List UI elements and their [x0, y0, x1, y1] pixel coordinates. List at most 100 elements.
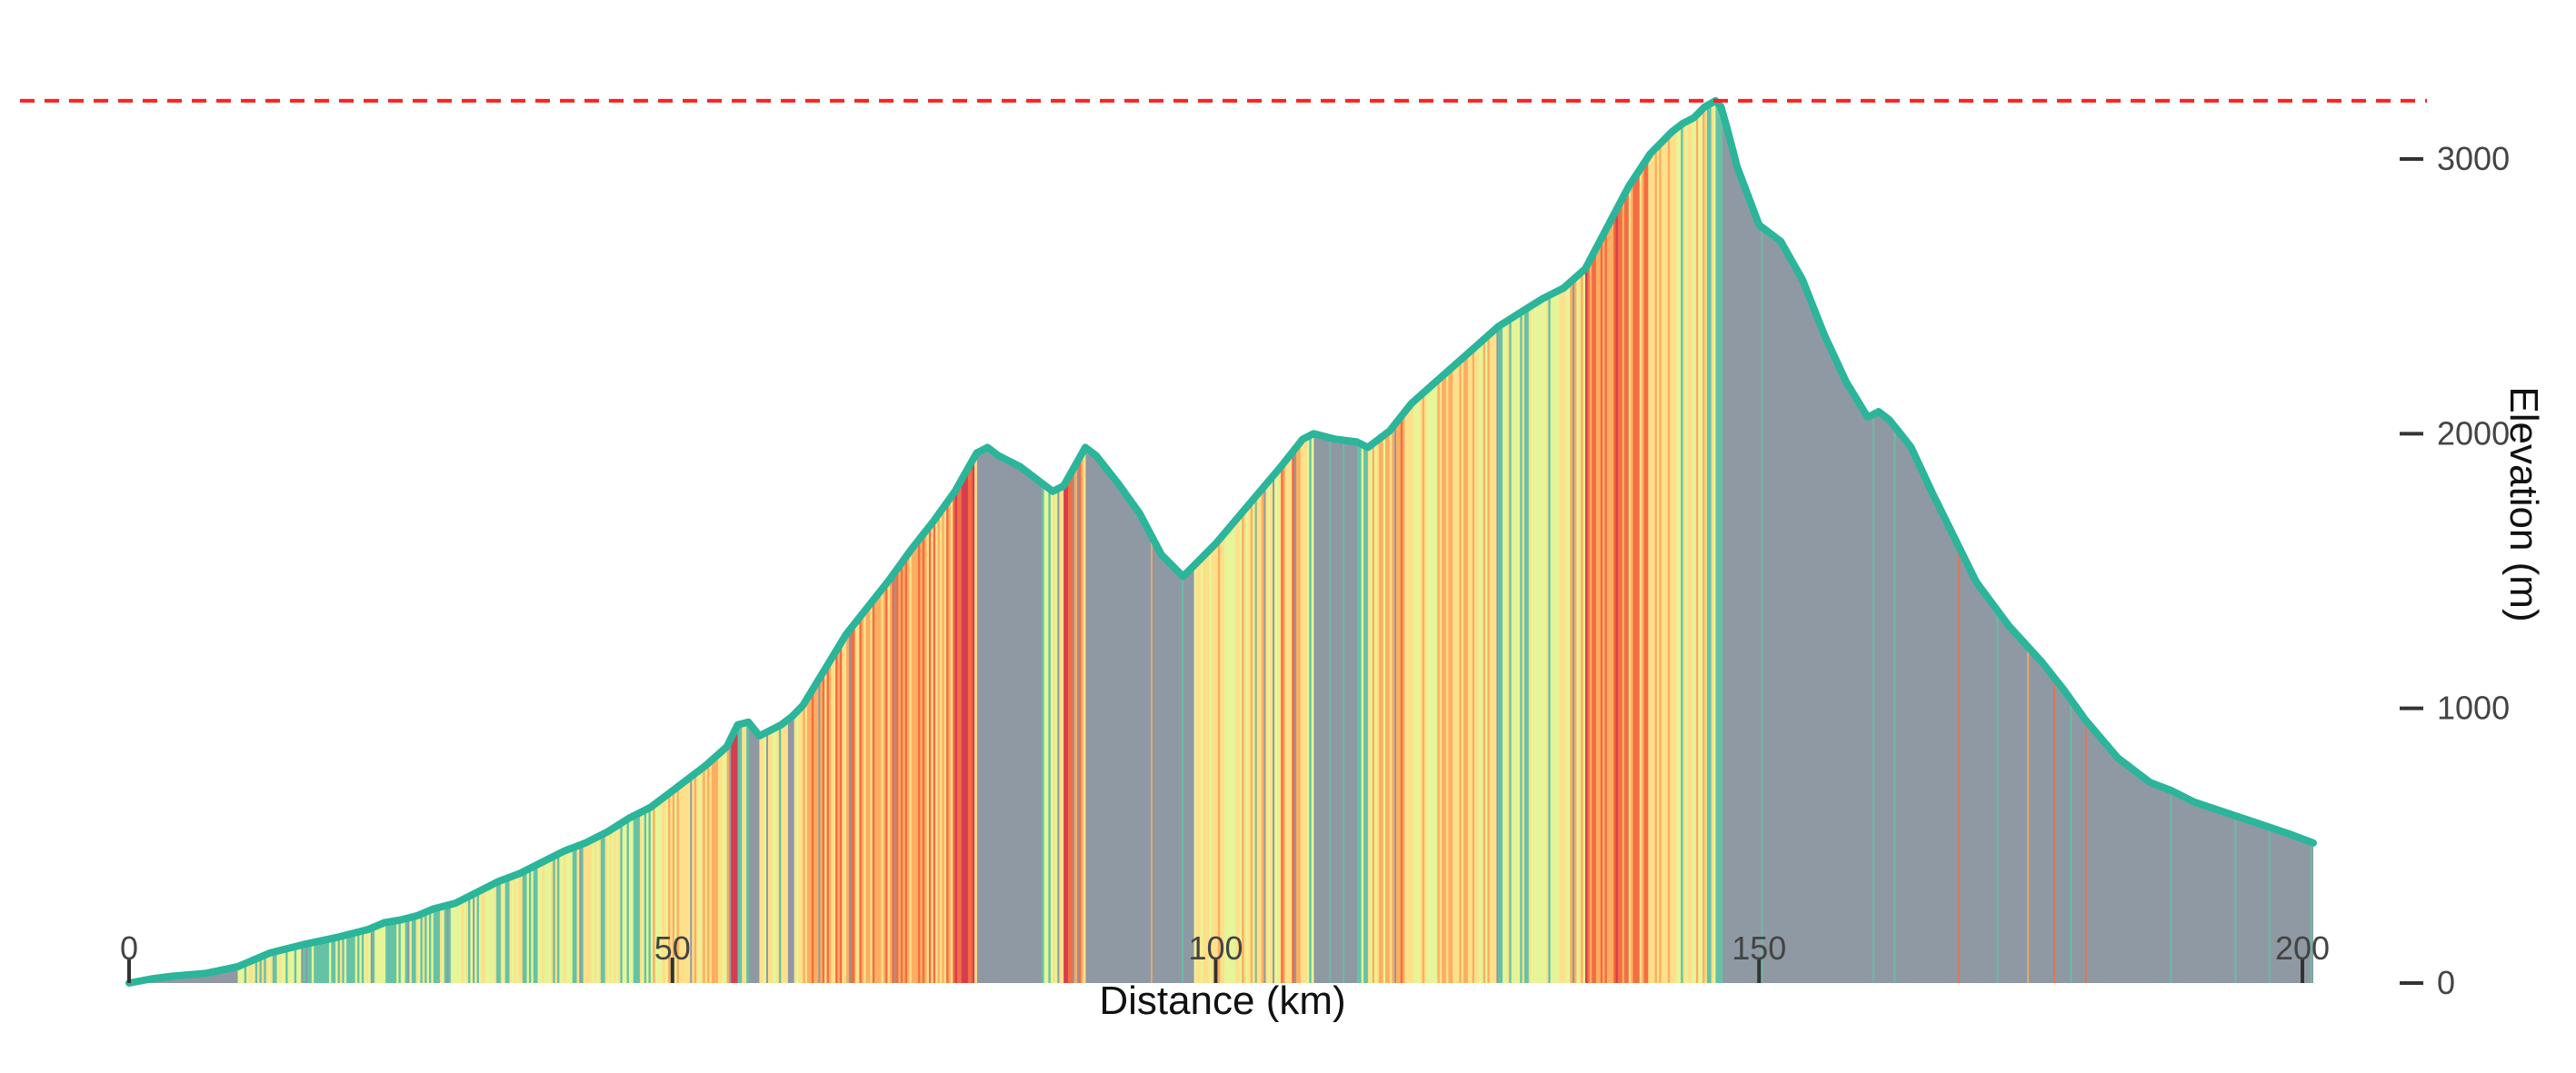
gradient-stripe	[372, 100, 375, 983]
gradient-stripe	[1434, 100, 1438, 983]
gradient-stripe	[1632, 100, 1636, 983]
gradient-stripe	[496, 100, 499, 983]
gradient-stripe	[270, 100, 274, 983]
gradient-stripe	[294, 100, 297, 983]
gradient-stripe	[459, 100, 463, 983]
gradient-stripe	[939, 100, 943, 983]
gradient-stripe	[1074, 100, 1077, 983]
gradient-stripe	[400, 100, 404, 983]
gradient-stripe	[535, 100, 538, 983]
gradient-stripe	[961, 100, 964, 983]
gradient-stripe	[528, 100, 532, 983]
gradient-stripe	[1248, 100, 1252, 983]
gradient-stripe	[833, 100, 836, 983]
gradient-stripe	[1663, 100, 1666, 983]
gradient-stripe	[1329, 100, 1332, 983]
gradient-stripe	[531, 100, 534, 983]
gradient-stripe	[289, 100, 293, 983]
gradient-stripe	[1554, 100, 1558, 983]
gradient-stripe	[515, 100, 519, 983]
gradient-stripe	[307, 100, 310, 983]
gradient-stripe	[257, 100, 260, 983]
y-tick-label: 0	[2437, 964, 2455, 1001]
gradient-stripe	[404, 100, 408, 983]
x-tick-label: 50	[654, 929, 691, 967]
gradient-stripe	[1224, 100, 1227, 983]
gradient-stripe	[1445, 100, 1449, 983]
gradient-stripe	[1548, 100, 1552, 983]
gradient-stripe	[403, 100, 406, 983]
gradient-stripe	[628, 100, 632, 983]
gradient-stripe	[800, 100, 804, 983]
gradient-stripe	[1054, 100, 1058, 983]
gradient-stripe	[733, 100, 736, 983]
gradient-stripe	[815, 100, 819, 983]
gradient-stripe	[517, 100, 521, 983]
gradient-stripe	[867, 100, 871, 983]
x-tick-label: 100	[1188, 929, 1243, 967]
gradient-stripe	[481, 100, 484, 983]
gradient-stripe	[1637, 100, 1641, 983]
gradient-stripe	[1376, 100, 1380, 983]
gradient-stripe	[617, 100, 621, 983]
gradient-stripe	[1533, 100, 1536, 983]
gradient-stripe	[1539, 100, 1543, 983]
gradient-stripe	[337, 100, 341, 983]
gradient-stripe	[1617, 100, 1621, 983]
gradient-stripe	[1574, 100, 1577, 983]
gradient-stripe	[1465, 100, 1469, 983]
gradient-stripe	[398, 100, 402, 983]
gradient-stripe	[1309, 100, 1313, 983]
gradient-stripe	[896, 100, 899, 983]
gradient-stripe	[831, 100, 834, 983]
gradient-stripe	[1472, 100, 1475, 983]
gradient-stripe	[287, 100, 291, 983]
gradient-stripe	[1702, 100, 1705, 983]
gradient-stripe	[320, 100, 324, 983]
gradient-stripe	[1559, 100, 1563, 983]
gradient-stripe	[1409, 100, 1413, 983]
gradient-stripe	[737, 100, 741, 983]
gradient-stripe	[485, 100, 488, 983]
gradient-stripe	[376, 100, 380, 983]
gradient-stripe	[637, 100, 641, 983]
gradient-stripe	[1609, 100, 1612, 983]
gradient-stripe	[437, 100, 441, 983]
gradient-stripe	[715, 100, 719, 983]
gradient-stripe	[1395, 100, 1399, 983]
gradient-stripe	[1443, 100, 1447, 983]
gradient-stripe	[1433, 100, 1436, 983]
gradient-stripe	[453, 100, 456, 983]
gradient-stripe	[635, 100, 638, 983]
gradient-stripe	[365, 100, 369, 983]
gradient-stripe	[1584, 100, 1588, 983]
gradient-stripe	[778, 100, 782, 983]
gradient-stripe	[964, 100, 966, 983]
gradient-stripe	[828, 100, 832, 983]
gradient-stripe	[1526, 100, 1530, 983]
gradient-stripe	[1250, 100, 1253, 983]
gradient-stripe	[1261, 100, 1264, 983]
gradient-stripe	[322, 100, 325, 983]
gradient-stripe	[1256, 100, 1260, 983]
gradient-stripe	[1665, 100, 1669, 983]
gradient-stripe	[714, 100, 716, 983]
gradient-stripe	[1448, 100, 1452, 983]
gradient-stripe	[311, 100, 315, 983]
gradient-stripe	[2310, 100, 2312, 983]
gradient-stripe	[353, 100, 356, 983]
gradient-stripe	[1059, 100, 1063, 983]
gradient-stripe	[722, 100, 725, 983]
gradient-stripe	[1237, 100, 1241, 983]
x-tick-label: 150	[1732, 929, 1786, 967]
gradient-stripe	[798, 100, 802, 983]
y-axis: 0 1000 2000 3000	[2400, 140, 2510, 1001]
gradient-stripe	[735, 100, 738, 983]
gradient-stripe	[1556, 100, 1560, 983]
gradient-stripe	[1361, 100, 1364, 983]
gradient-stripe	[759, 100, 763, 983]
gradient-stripe	[1311, 100, 1314, 983]
gradient-stripe	[767, 100, 771, 983]
gradient-stripe	[1520, 100, 1523, 983]
gradient-stripe	[898, 100, 902, 983]
